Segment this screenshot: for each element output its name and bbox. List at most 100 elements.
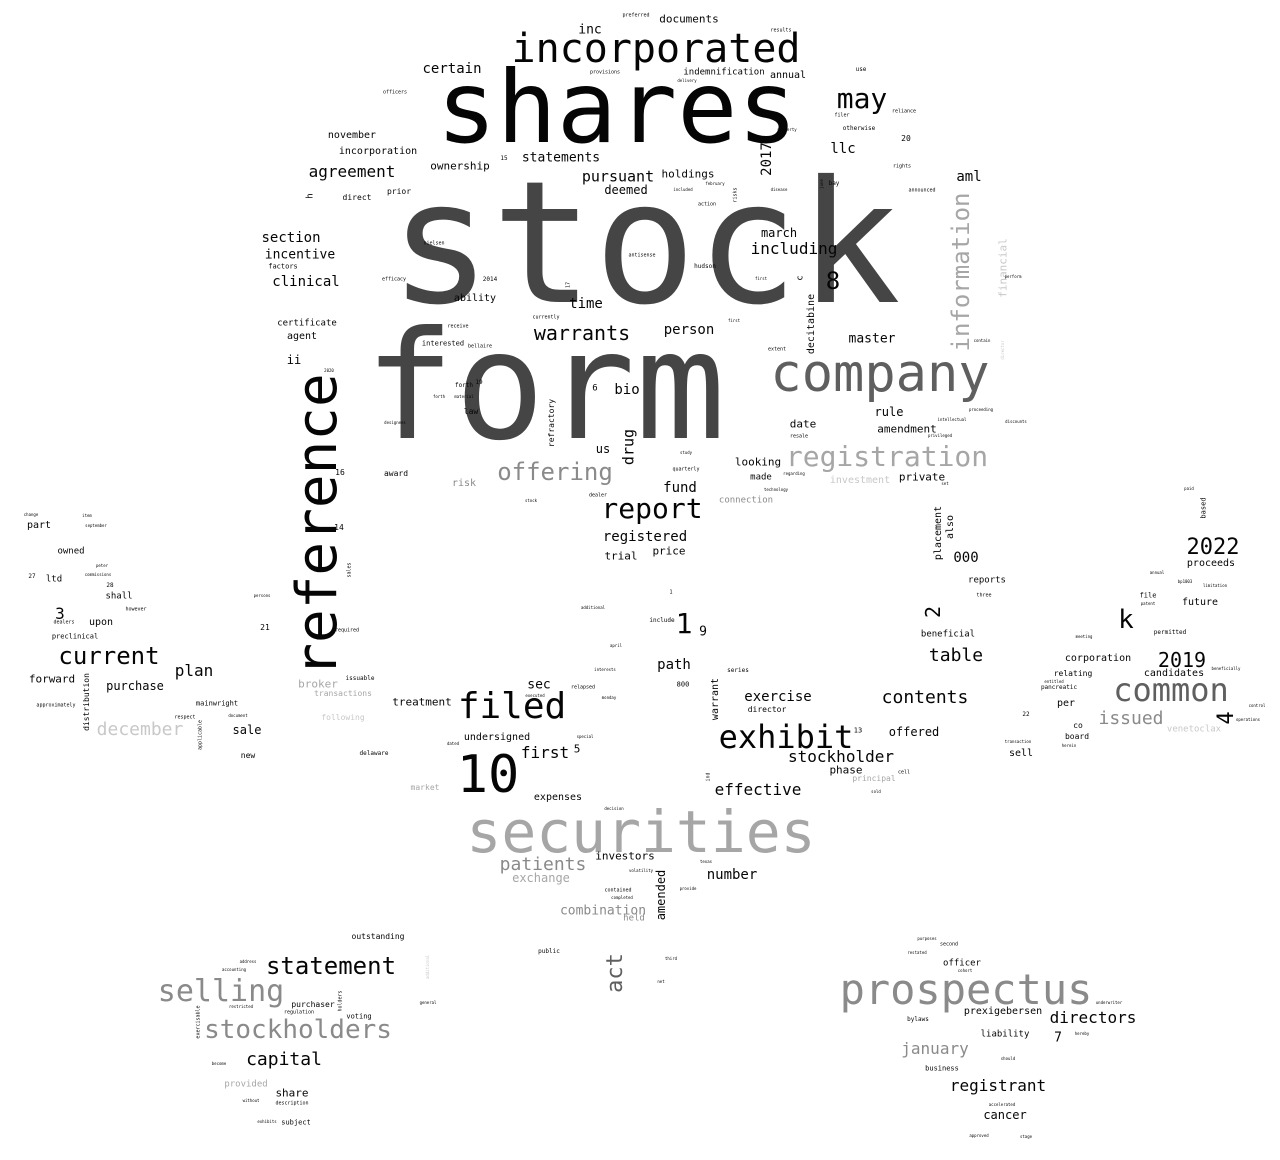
word-direct: direct: [342, 193, 372, 202]
word-however: however: [125, 606, 147, 613]
word-director: director: [747, 705, 787, 714]
word-technology: technology: [763, 487, 789, 492]
word-mainwright: mainwright: [195, 699, 239, 708]
word-15: 15: [500, 155, 508, 162]
word-held: held: [623, 913, 645, 924]
word-bio: bio: [614, 382, 640, 398]
word-shall: shall: [105, 591, 133, 602]
word-additional-pale: additional: [425, 954, 430, 980]
word-stockholder: stockholder: [788, 747, 894, 766]
word-rule: rule: [874, 405, 904, 419]
word-bylaws: bylaws: [907, 1016, 929, 1023]
word-award: award: [383, 469, 409, 478]
word-relating: relating: [1053, 669, 1093, 678]
word-sec: sec: [527, 677, 551, 693]
word-net: net: [657, 979, 665, 984]
word-public: public: [538, 948, 560, 955]
word-prior: prior: [386, 187, 412, 196]
word-complete: first: [754, 276, 768, 281]
word-patients: patients: [499, 854, 587, 875]
word-date: date: [789, 417, 817, 431]
word-ii: ii: [286, 353, 302, 367]
word-incorporation: incorporation: [338, 146, 418, 157]
word-connection: connection: [718, 495, 774, 506]
word-permitted: permitted: [1153, 629, 1187, 636]
word-clinical: clinical: [272, 274, 340, 290]
word-beneficially: beneficially: [1211, 666, 1241, 671]
word-pancreatic: pancreatic: [1040, 684, 1078, 691]
word-3: 3: [55, 604, 65, 623]
word-sell: sell: [1008, 748, 1034, 759]
word-set: set: [941, 481, 949, 486]
word-volatility: volatility: [628, 868, 654, 873]
word-executed: executed: [525, 693, 545, 698]
word-change: change: [23, 512, 39, 517]
word-following: following: [321, 713, 365, 722]
word-27: 27: [28, 573, 36, 580]
word-stock: stock: [389, 145, 901, 343]
word-act: act: [603, 953, 628, 993]
word-paid: paid: [1184, 486, 1194, 491]
word-plan: plan: [174, 661, 214, 680]
word-underlying: first: [727, 318, 741, 323]
word-indemnification: indemnification: [683, 67, 765, 78]
word-time: time: [569, 296, 603, 312]
word-decitabine: decitabine: [806, 293, 817, 355]
word-prexigebersen: prexigebersen: [963, 1006, 1043, 1017]
word-hereby: hereby: [1074, 1031, 1090, 1036]
word-privileged: privileged: [927, 433, 953, 438]
word-officers: officers: [382, 89, 408, 96]
word-contents: contents: [881, 687, 969, 708]
word-incentive: incentive: [264, 247, 336, 263]
word-21: 21: [260, 623, 270, 632]
word-drug: drug: [619, 428, 638, 466]
word-2020: 2020: [324, 368, 334, 373]
word-bellaire: bellaire: [467, 343, 493, 350]
word-september: september: [85, 523, 107, 528]
word-monday: monday: [601, 695, 617, 700]
word-forward: forward: [28, 672, 76, 686]
word-purposes: purposes: [917, 936, 937, 941]
word-ownership: ownership: [430, 159, 490, 173]
word-property: property: [777, 127, 797, 132]
word-stock-small: stock: [524, 498, 538, 503]
word-h: h: [305, 193, 316, 199]
word-16: 16: [335, 468, 345, 477]
word-incorporated: incorporated: [511, 26, 801, 72]
word-000: 000: [953, 550, 979, 566]
word-risks: risks: [732, 187, 739, 203]
word-price: price: [652, 544, 686, 558]
word-shares: shares: [436, 49, 798, 166]
word-control: control: [1248, 703, 1266, 708]
word-amended: amended: [654, 869, 668, 921]
word-k: k: [1118, 605, 1134, 635]
word-report: report: [601, 492, 703, 525]
word-march: march: [760, 226, 798, 240]
word-7: 7: [1054, 1030, 1062, 1046]
word-liability: liability: [980, 1029, 1030, 1040]
word-intellectual: intellectual: [937, 417, 967, 422]
word-person: person: [663, 322, 715, 338]
word-sold: sold: [871, 789, 881, 794]
word-should: should: [1000, 1056, 1016, 1061]
word-19: 19: [475, 379, 483, 386]
word-upon: upon: [88, 617, 114, 628]
word-2019: 2019: [1157, 648, 1207, 672]
word-registration: registration: [785, 440, 989, 473]
word-14: 14: [334, 523, 344, 532]
word-c: c: [795, 275, 806, 281]
word-2: 2: [921, 605, 945, 619]
word-phase: phase: [829, 763, 863, 777]
word-purchaser: purchaser: [291, 1000, 335, 1009]
word-dated: dated: [446, 741, 460, 746]
word-17: 17: [565, 281, 572, 289]
word-8: 8: [825, 267, 841, 295]
word-restricted: restricted: [228, 1004, 254, 1009]
word-study: study: [679, 450, 693, 455]
word-reliance: reliance: [891, 108, 917, 115]
word-resale: resale: [789, 433, 809, 440]
word-private: private: [898, 470, 946, 484]
word-information: information: [947, 192, 975, 352]
word-broker: broker: [298, 677, 338, 691]
